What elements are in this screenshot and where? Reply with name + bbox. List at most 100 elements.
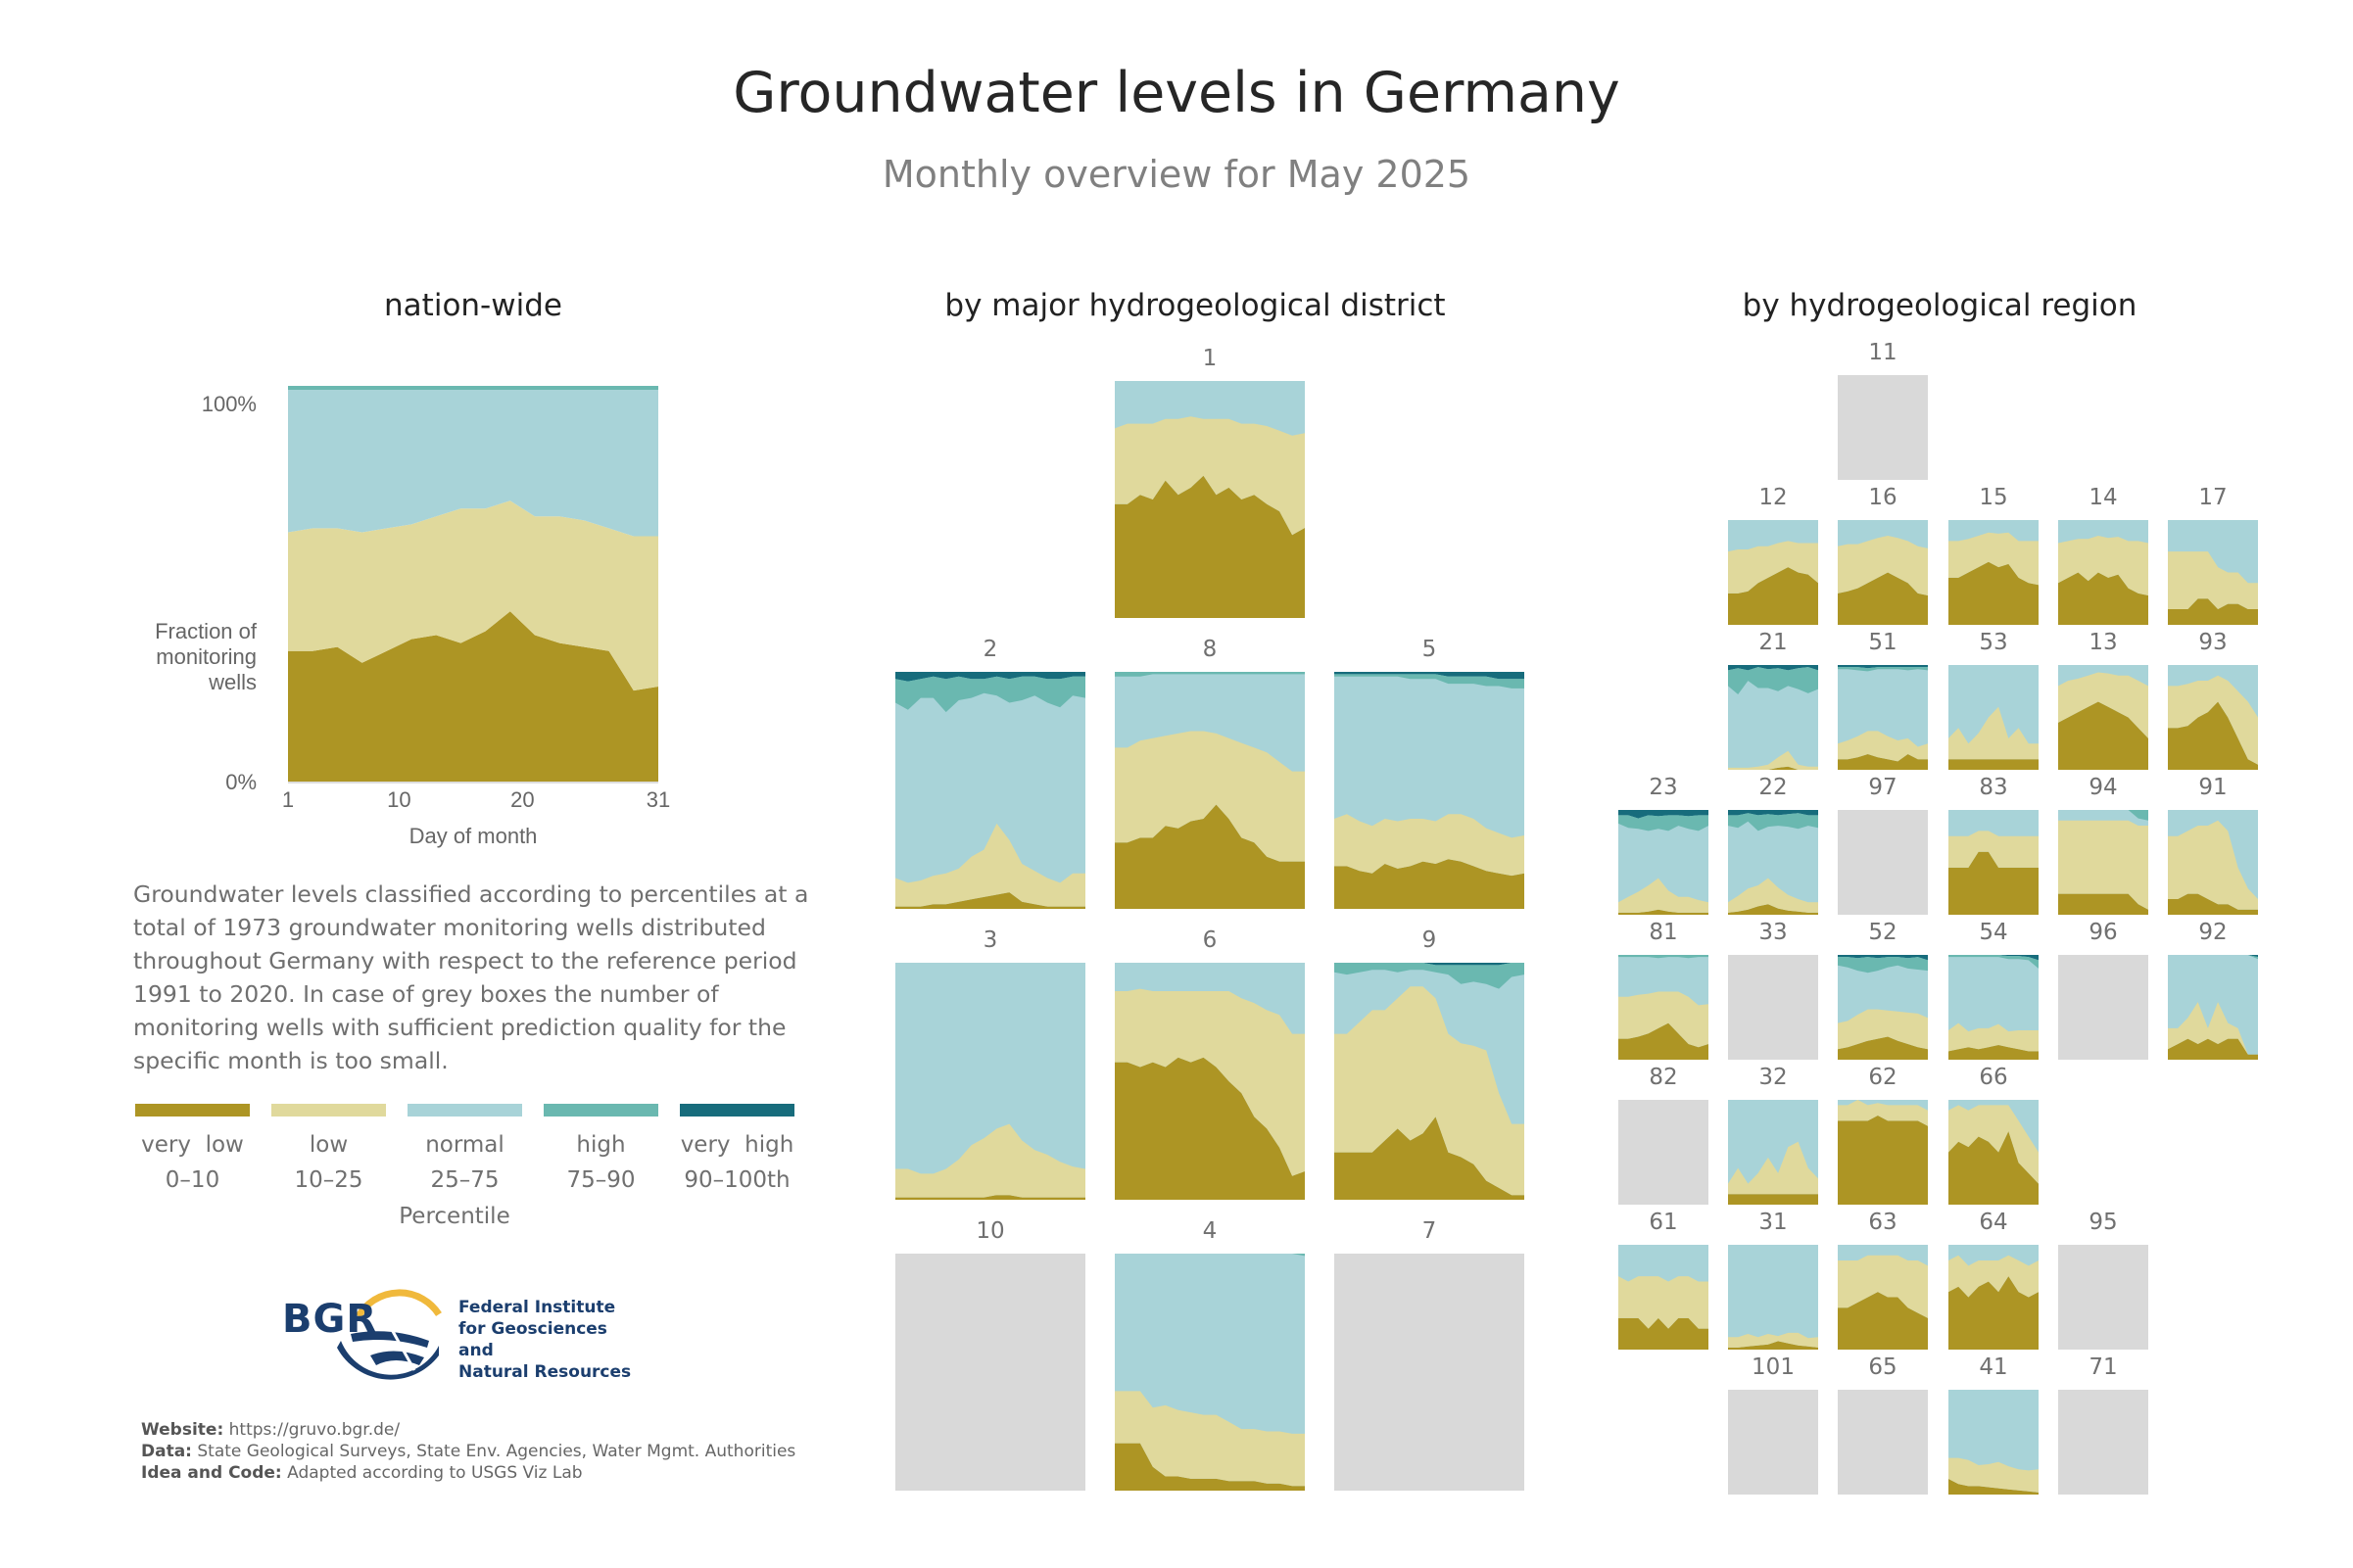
y-tick-0: 0% [225, 770, 257, 794]
region-tile-52 [1838, 955, 1928, 1060]
region-tile-31 [1728, 1245, 1818, 1350]
region-23-area-very-low [1618, 909, 1708, 915]
district-tile-10 [895, 1254, 1085, 1491]
region-label-11: 11 [1868, 340, 1897, 365]
district-2-area-low [895, 823, 1085, 907]
x-axis-label: Day of month [408, 824, 538, 848]
legend-swatch-high [544, 1104, 658, 1117]
region-label-51: 51 [1868, 630, 1897, 655]
region-label-52: 52 [1868, 920, 1897, 945]
legend-range-low: 10–25 [294, 1167, 363, 1193]
district-6-area-low [1115, 988, 1305, 1176]
region-label-94: 94 [2089, 775, 2118, 800]
nation-area-very-low [288, 611, 658, 782]
region-tile-65-empty [1838, 1390, 1928, 1495]
region-22-area-low [1728, 878, 1818, 913]
district-tile-9 [1334, 963, 1524, 1200]
legend-swatch-normal [408, 1104, 522, 1117]
district-5-area-very-high [1334, 672, 1524, 680]
region-81-area-very-low [1618, 1022, 1708, 1060]
region-tile-95-empty [2058, 1245, 2148, 1350]
region-21-area-low [1728, 750, 1818, 770]
region-32-area-very-low [1728, 1194, 1818, 1205]
region-12-area-very-low [1728, 567, 1818, 625]
region-13-area-very-low [2058, 701, 2148, 770]
region-tile-71 [2058, 1390, 2148, 1495]
region-tile-95 [2058, 1245, 2148, 1350]
legend-caption: Percentile [399, 1204, 510, 1229]
region-94-area-very-low [2058, 893, 2148, 915]
district-8-area-low [1115, 731, 1305, 862]
region-92-area-very-low [2168, 1038, 2258, 1060]
region-tile-41 [1948, 1390, 2039, 1495]
region-tile-51 [1838, 665, 1928, 770]
footer-website: Website: https://gruvo.bgr.de/ [141, 1420, 400, 1440]
district-tile-4 [1115, 1254, 1305, 1491]
region-tile-32 [1728, 1100, 1818, 1205]
district-tile-10-empty [895, 1254, 1085, 1491]
region-label-63: 63 [1868, 1210, 1897, 1235]
region-tile-96-empty [2058, 955, 2148, 1060]
district-3-area-very-low [895, 1195, 1085, 1200]
region-label-23: 23 [1649, 775, 1678, 800]
footer-website-label: Website: [141, 1420, 224, 1440]
district-tile-7 [1334, 1254, 1524, 1491]
region-tile-53 [1948, 665, 2039, 770]
region-tile-22 [1728, 810, 1818, 915]
footer-data: Data: State Geological Surveys, State En… [141, 1442, 795, 1461]
region-tile-62 [1838, 1100, 1928, 1205]
region-54-area-very-high [1948, 955, 2039, 961]
region-51-area-low [1838, 731, 1928, 762]
bgr-logo-mark [337, 1289, 442, 1380]
district-label-9: 9 [1421, 927, 1437, 953]
district-5-area-very-low [1334, 859, 1524, 909]
district-tile-6 [1115, 963, 1305, 1200]
x-tick-31: 31 [646, 787, 671, 812]
district-2-area-very-high [895, 672, 1085, 682]
district-9-area-very-low [1334, 1117, 1524, 1200]
region-tile-11 [1838, 375, 1928, 480]
region-22-area-very-high [1728, 810, 1818, 816]
region-tile-63 [1838, 1245, 1928, 1350]
region-tile-23 [1618, 810, 1708, 915]
region-label-14: 14 [2089, 485, 2118, 510]
region-53-area-very-low [1948, 759, 2039, 770]
region-tile-97 [1838, 810, 1928, 915]
region-label-15: 15 [1979, 485, 2008, 510]
region-51-area-very-low [1838, 754, 1928, 770]
region-label-61: 61 [1649, 1210, 1678, 1235]
region-52-area-very-low [1838, 1036, 1928, 1060]
region-tile-64 [1948, 1245, 2039, 1350]
legend-label-very-low: very low [141, 1132, 244, 1158]
region-81-area-low [1618, 991, 1708, 1048]
region-tile-65 [1838, 1390, 1928, 1495]
region-93-area-very-low [2168, 701, 2258, 770]
region-92-area-low [2168, 1002, 2258, 1055]
district-5-area-low [1334, 814, 1524, 877]
x-tick-20: 20 [510, 787, 535, 812]
region-54-area-high [1948, 955, 2039, 969]
region-31-area-normal [1728, 1245, 1818, 1350]
region-tile-101-empty [1728, 1390, 1818, 1495]
region-label-71: 71 [2089, 1354, 2118, 1380]
page-subtitle: Monthly overview for May 2025 [882, 153, 1471, 196]
region-21-area-high [1728, 667, 1818, 694]
region-15-area-low [1948, 532, 2039, 586]
district-6-area-very-low [1115, 1057, 1305, 1200]
description-text: Groundwater levels classified according … [133, 880, 809, 1074]
region-52-area-high [1838, 957, 1928, 974]
region-tile-92 [2168, 955, 2258, 1060]
region-label-65: 65 [1868, 1354, 1897, 1380]
region-51-area-high [1838, 667, 1928, 672]
region-label-62: 62 [1868, 1065, 1897, 1090]
region-16-area-very-low [1838, 572, 1928, 625]
region-label-21: 21 [1758, 630, 1788, 655]
footer-idea-value: Adapted according to USGS Viz Lab [287, 1463, 583, 1483]
region-label-64: 64 [1979, 1210, 2008, 1235]
region-label-16: 16 [1868, 485, 1897, 510]
region-label-31: 31 [1758, 1210, 1788, 1235]
region-23-area-high [1618, 815, 1708, 832]
y-axis-label: Fraction of monitoring wells [155, 619, 257, 694]
legend-range-normal: 25–75 [430, 1167, 500, 1193]
